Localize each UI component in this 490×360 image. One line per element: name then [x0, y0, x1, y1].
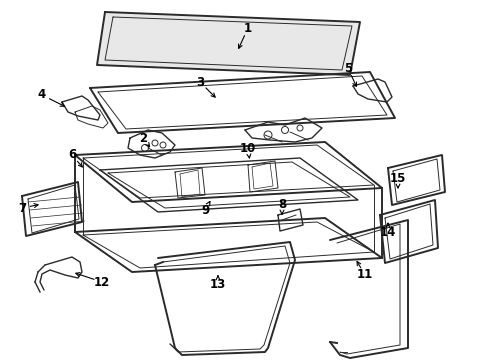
Text: 6: 6	[68, 148, 76, 162]
Text: 5: 5	[344, 62, 352, 75]
Text: 13: 13	[210, 279, 226, 292]
Text: 1: 1	[244, 22, 252, 35]
Text: 4: 4	[38, 89, 46, 102]
Text: 9: 9	[201, 203, 209, 216]
Polygon shape	[97, 12, 360, 75]
Text: 14: 14	[380, 225, 396, 238]
Text: 3: 3	[196, 76, 204, 89]
Text: 12: 12	[94, 275, 110, 288]
Text: 11: 11	[357, 269, 373, 282]
Text: 8: 8	[278, 198, 286, 211]
Text: 10: 10	[240, 141, 256, 154]
Text: 2: 2	[139, 131, 147, 144]
Text: 15: 15	[390, 171, 406, 184]
Text: 7: 7	[18, 202, 26, 215]
